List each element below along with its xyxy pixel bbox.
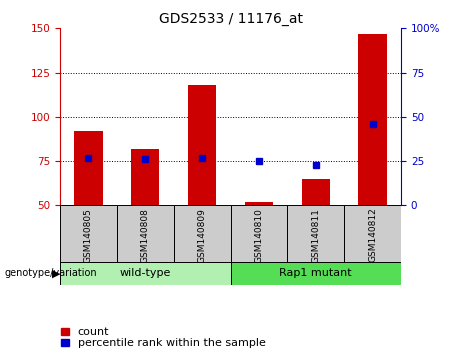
Bar [245, 202, 273, 205]
Bar [230, 262, 401, 285]
Text: Rap1 mutant: Rap1 mutant [279, 268, 352, 279]
Text: ▶: ▶ [52, 268, 60, 278]
Bar [188, 85, 216, 205]
Bar [174, 205, 230, 264]
Text: GSM140812: GSM140812 [368, 208, 377, 262]
Bar [301, 179, 330, 205]
Bar [358, 34, 387, 205]
Bar [60, 205, 117, 264]
Text: GSM140810: GSM140810 [254, 208, 263, 263]
Bar [74, 131, 102, 205]
Text: wild-type: wild-type [119, 268, 171, 279]
Bar [117, 205, 174, 264]
Text: GSM140809: GSM140809 [198, 208, 207, 263]
Text: GSM140808: GSM140808 [141, 208, 150, 263]
Title: GDS2533 / 11176_at: GDS2533 / 11176_at [159, 12, 302, 26]
Bar [60, 262, 230, 285]
Bar [287, 205, 344, 264]
Bar [344, 205, 401, 264]
Text: genotype/variation: genotype/variation [5, 268, 97, 278]
Bar [230, 205, 287, 264]
Text: GSM140805: GSM140805 [84, 208, 93, 263]
Legend: count, percentile rank within the sample: count, percentile rank within the sample [61, 327, 266, 348]
Text: GSM140811: GSM140811 [311, 208, 320, 263]
Bar [131, 149, 160, 205]
